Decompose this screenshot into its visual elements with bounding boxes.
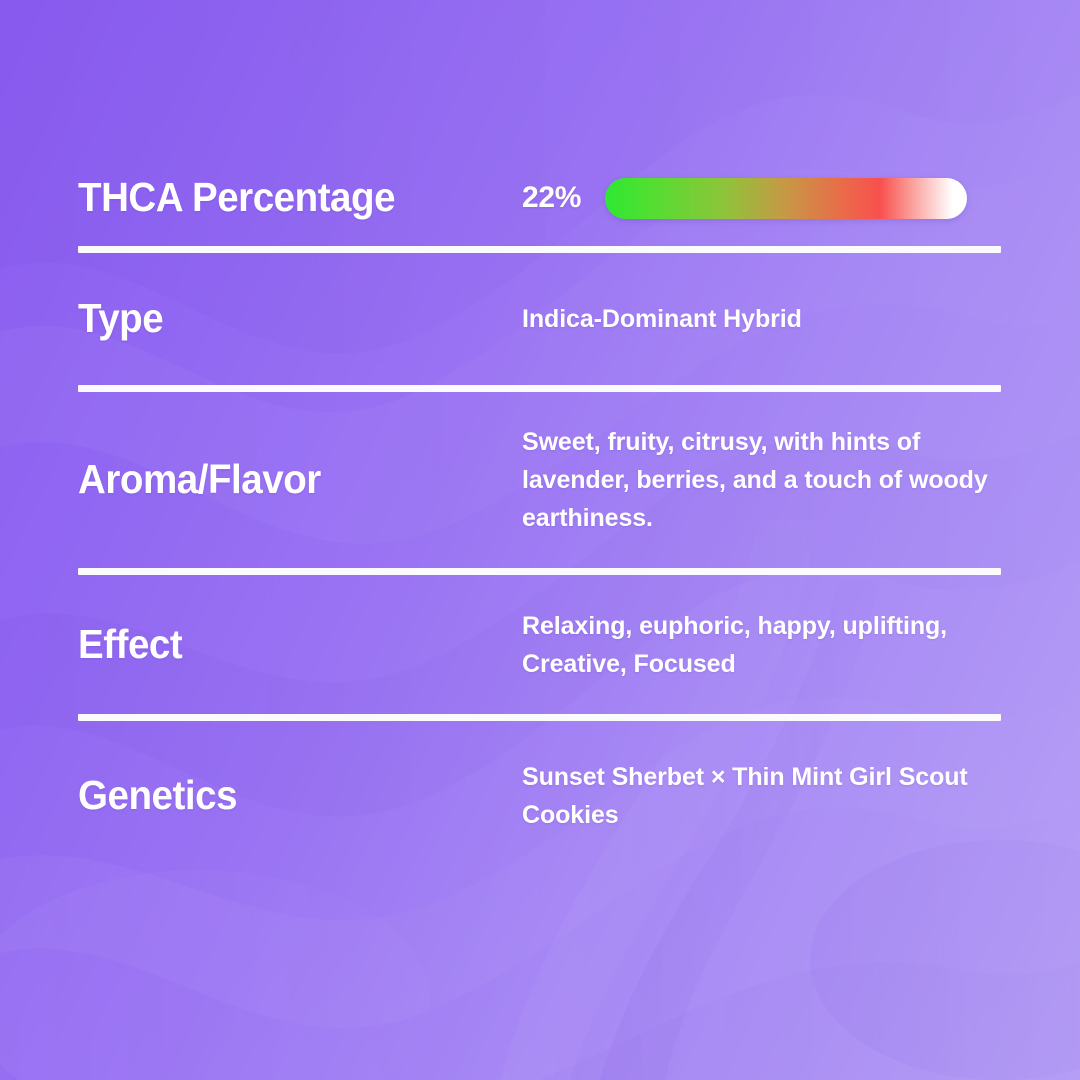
- row-divider: [78, 385, 1001, 392]
- row-value-effect: Relaxing, euphoric, happy, uplifting, Cr…: [522, 611, 948, 678]
- table-row-thca-percentage: THCA Percentage 22%: [78, 150, 1001, 246]
- table-row-aroma-flavor: Aroma/Flavor Sweet, fruity, citrusy, wit…: [78, 392, 1001, 568]
- row-label-genetics: Genetics: [78, 772, 238, 819]
- thca-percent-value: 22%: [522, 181, 582, 214]
- row-divider: [78, 714, 1001, 721]
- table-row-effect: Effect Relaxing, euphoric, happy, uplift…: [78, 575, 1001, 714]
- row-label-effect: Effect: [78, 620, 183, 667]
- row-value-type: Indica-Dominant Hybrid: [522, 305, 802, 333]
- row-value-thca-percentage: 22%: [522, 177, 1001, 219]
- table-row-type: Type Indica-Dominant Hybrid: [78, 253, 1001, 385]
- row-label-aroma-flavor: Aroma/Flavor: [78, 456, 321, 503]
- thca-percent-meter: [605, 177, 968, 219]
- row-divider: [78, 246, 1001, 253]
- table-row-genetics: Genetics Sunset Sherbet × Thin Mint Girl…: [78, 721, 1001, 871]
- row-label-thca-percentage: THCA Percentage: [78, 174, 396, 221]
- row-value-aroma-flavor: Sweet, fruity, citrusy, with hints of la…: [522, 428, 988, 532]
- spec-table: THCA Percentage 22% Type Indica-Dominant…: [78, 150, 1001, 871]
- row-value-genetics: Sunset Sherbet × Thin Mint Girl Scout Co…: [522, 763, 968, 829]
- row-label-type: Type: [78, 295, 164, 342]
- row-divider: [78, 568, 1001, 575]
